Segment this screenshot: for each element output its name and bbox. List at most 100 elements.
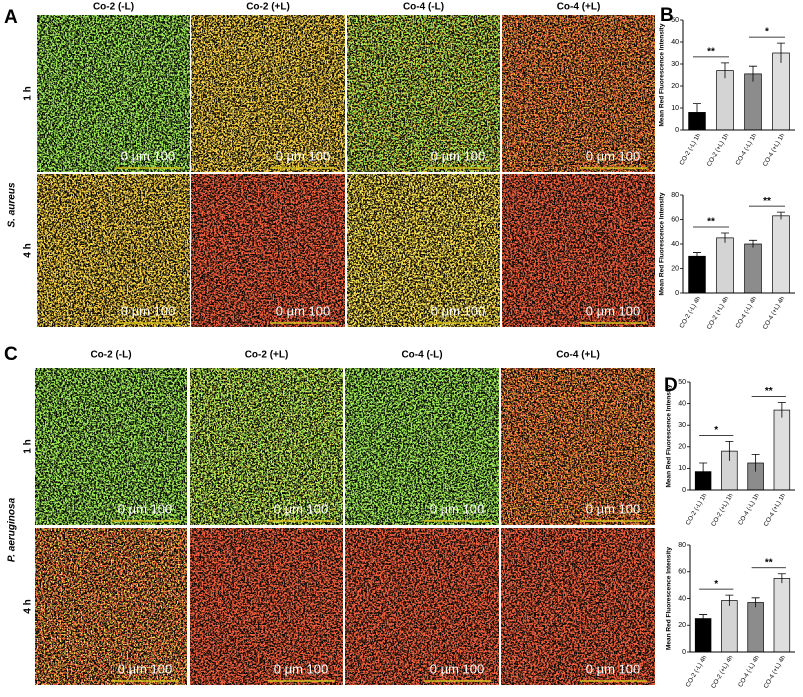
y-tick-label: 10 bbox=[671, 105, 679, 112]
x-tick-label: CO-4 (-L) 4h bbox=[737, 654, 761, 689]
micrograph: 0 µm 100 bbox=[35, 368, 187, 525]
x-tick-label: CO-4 (+L) 1h bbox=[763, 492, 788, 528]
significance-label: ** bbox=[765, 386, 773, 397]
scale-bar-label: 0 µm 100 bbox=[586, 501, 640, 516]
significance-label: * bbox=[765, 27, 769, 38]
column-header: Co-2 (-L) bbox=[93, 2, 134, 13]
y-tick-label: 20 bbox=[671, 265, 679, 272]
error-bar bbox=[749, 239, 757, 248]
x-tick-label: CO-2 (+L) 1h bbox=[710, 492, 735, 528]
speckle-layer bbox=[191, 174, 345, 327]
speckle-layer bbox=[37, 15, 190, 172]
y-tick-label: 40 bbox=[671, 241, 679, 248]
micrograph: 0 µm 100 bbox=[191, 174, 345, 327]
row-label: 4 h bbox=[23, 243, 34, 257]
micrograph: 0 µm 100 bbox=[347, 174, 500, 327]
bar bbox=[772, 215, 790, 294]
y-tick-label: 20 bbox=[678, 444, 686, 451]
significance-label: * bbox=[714, 579, 718, 590]
significance-label: ** bbox=[707, 47, 715, 58]
x-tick-label: CO-2 (+L) 4h bbox=[706, 295, 731, 331]
scale-bar-label: 0 µm 100 bbox=[276, 303, 330, 318]
axes bbox=[689, 382, 795, 491]
axes bbox=[682, 20, 795, 131]
micrograph: 0 µm 100 bbox=[35, 528, 187, 685]
y-tick-label: 60 bbox=[678, 569, 686, 576]
y-axis-label: Mean Red Fluorescence Intensity bbox=[666, 384, 673, 487]
error-bar bbox=[777, 42, 785, 63]
speckle-layer bbox=[190, 368, 343, 525]
x-tick-label: CO-2 (+L) 4h bbox=[710, 654, 735, 690]
micrograph: 0 µm 100 bbox=[37, 15, 190, 172]
speckle-layer bbox=[502, 15, 655, 172]
error-bar bbox=[725, 441, 734, 461]
micrograph: 0 µm 100 bbox=[502, 15, 655, 172]
y-tick-label: 20 bbox=[678, 622, 686, 629]
scale-bar-label: 0 µm 100 bbox=[274, 501, 328, 516]
speckle-layer bbox=[37, 174, 190, 327]
column-header: Co-2 (-L) bbox=[90, 350, 131, 361]
speckle-layer bbox=[347, 15, 500, 172]
scale-bar-label: 0 µm 100 bbox=[121, 148, 175, 163]
scale-bar-label: 0 µm 100 bbox=[586, 148, 640, 163]
axes bbox=[689, 545, 795, 653]
micrograph: 0 µm 100 bbox=[190, 368, 343, 525]
y-tick-label: 0 bbox=[675, 127, 679, 134]
significance-label: ** bbox=[763, 196, 771, 207]
micrograph: 0 µm 100 bbox=[190, 528, 343, 685]
column-header: Co-2 (+L) bbox=[246, 2, 290, 13]
speckle-layer bbox=[501, 368, 655, 525]
y-tick-label: 30 bbox=[678, 422, 686, 429]
scale-bar-label: 0 µm 100 bbox=[586, 303, 640, 318]
speckle-layer bbox=[347, 174, 500, 327]
y-axis-label: Mean Red Fluorescence Intensity bbox=[666, 547, 673, 650]
significance-label: ** bbox=[765, 557, 773, 568]
y-tick-label: 40 bbox=[678, 400, 686, 407]
scale-bar-label: 0 µm 100 bbox=[118, 661, 172, 676]
error-bar bbox=[725, 594, 734, 606]
axes bbox=[682, 195, 795, 294]
scale-bar-label: 0 µm 100 bbox=[118, 501, 172, 516]
panel-label: A bbox=[4, 7, 18, 28]
scale-bar-label: 0 µm 100 bbox=[274, 661, 328, 676]
error-bar bbox=[777, 211, 785, 220]
error-bar bbox=[699, 462, 708, 481]
micrograph: 0 µm 100 bbox=[347, 15, 500, 172]
micrograph: 0 µm 100 bbox=[37, 174, 190, 327]
micrograph: 0 µm 100 bbox=[345, 368, 499, 525]
scale-bar-label: 0 µm 100 bbox=[430, 501, 484, 516]
x-tick-label: CO-4 (+L) 4h bbox=[763, 654, 788, 690]
panel-label: B bbox=[660, 5, 674, 26]
micrograph: 0 µm 100 bbox=[501, 368, 655, 525]
column-header: Co-4 (-L) bbox=[403, 2, 444, 13]
y-tick-label: 40 bbox=[671, 39, 679, 46]
y-tick-label: 20 bbox=[671, 83, 679, 90]
speckle-layer bbox=[191, 15, 345, 172]
y-tick-label: 80 bbox=[678, 542, 686, 549]
speckle-layer bbox=[35, 368, 187, 525]
bar bbox=[694, 618, 712, 653]
x-tick-label: CO-2 (-L) 4h bbox=[685, 654, 709, 689]
scale-bar-label: 0 µm 100 bbox=[586, 661, 640, 676]
speckle-layer bbox=[345, 368, 499, 525]
row-label: 1 h bbox=[23, 86, 34, 100]
micrograph: 0 µm 100 bbox=[345, 528, 499, 685]
x-tick-label: CO-4 (-L) 1h bbox=[737, 492, 761, 527]
error-bar bbox=[721, 62, 729, 79]
x-tick-label: CO-2 (-L) 4h bbox=[678, 295, 702, 330]
speckle-layer bbox=[345, 528, 499, 685]
micrograph: 0 µm 100 bbox=[191, 15, 345, 172]
organism-label: P. aeruginosa bbox=[7, 497, 18, 562]
panel-label: C bbox=[4, 344, 18, 365]
x-tick-label: CO-4 (-L) 1h bbox=[734, 132, 758, 167]
y-tick-label: 0 bbox=[682, 649, 686, 656]
y-tick-label: 60 bbox=[671, 216, 679, 223]
y-tick-label: 10 bbox=[678, 465, 686, 472]
scale-bar-label: 0 µm 100 bbox=[431, 148, 485, 163]
column-header: Co-2 (+L) bbox=[245, 350, 289, 361]
error-bar bbox=[777, 402, 786, 418]
significance-label: * bbox=[714, 425, 718, 436]
scale-bar-label: 0 µm 100 bbox=[431, 303, 485, 318]
y-axis-label: Mean Red Fluorescence Intensity bbox=[659, 23, 666, 126]
bar bbox=[688, 255, 706, 294]
